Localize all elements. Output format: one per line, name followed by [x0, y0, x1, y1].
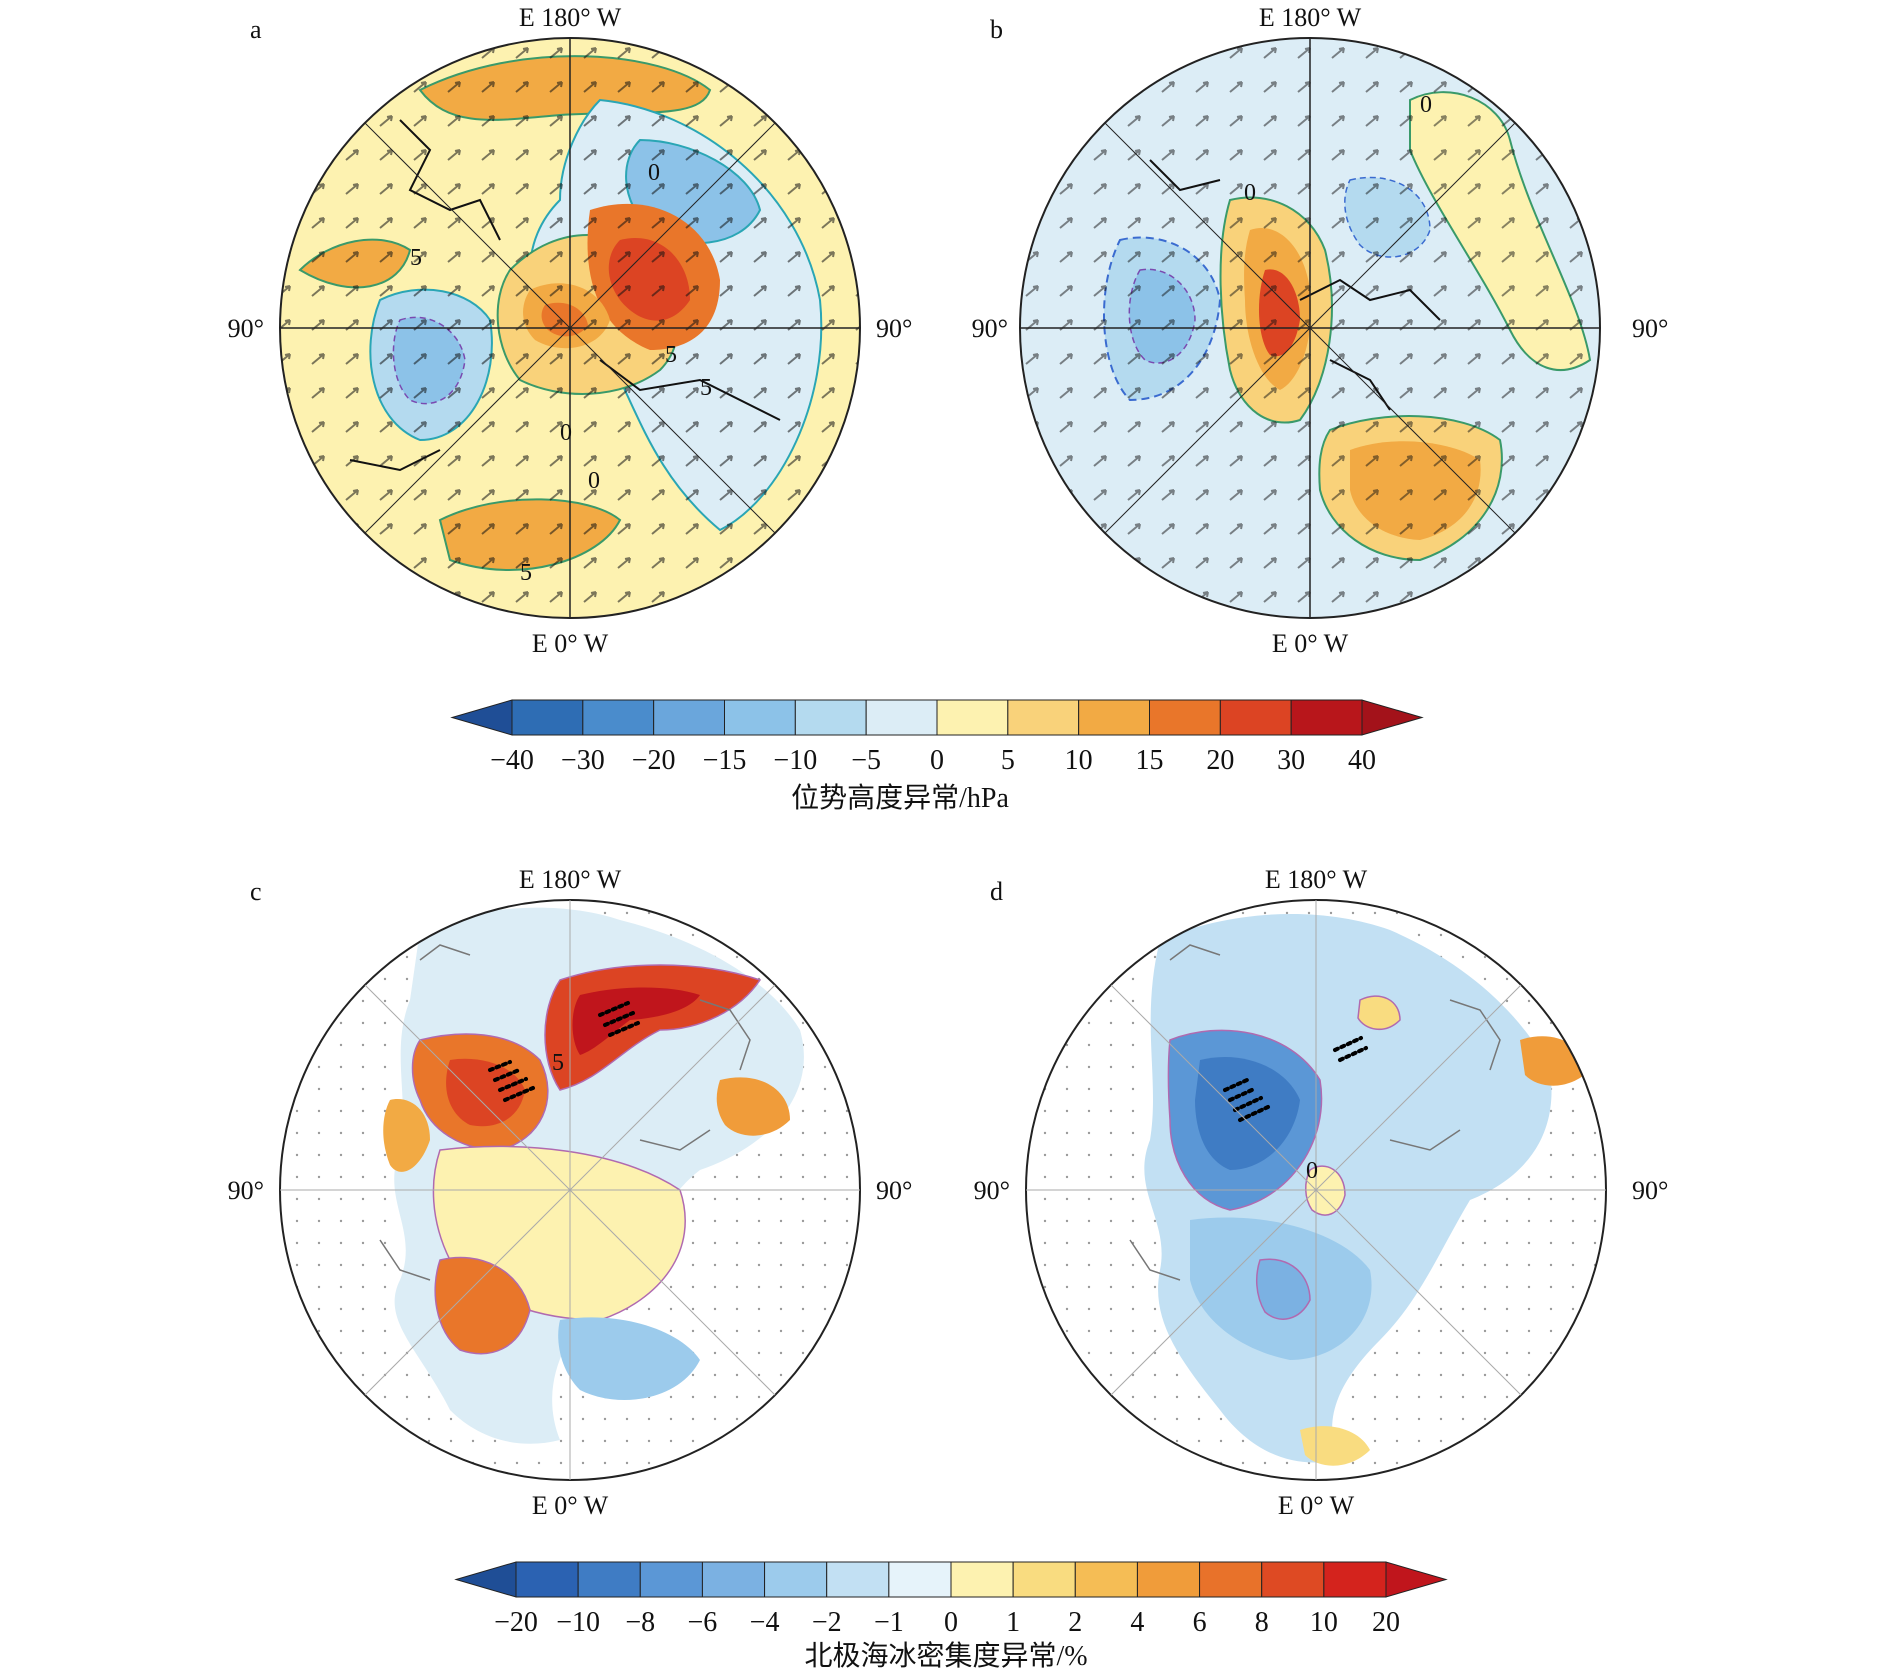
panel-b-lon-bottom: E 0° W [1272, 629, 1349, 658]
panel-a-contour-label: 0 [648, 160, 660, 186]
colorbar-tick-label: −40 [490, 745, 534, 776]
colorbar-tick-label: 10 [1065, 745, 1093, 776]
colorbar-segment [1136, 1561, 1201, 1598]
colorbar-segment [764, 1561, 828, 1598]
panel-c-contour-label: 5 [552, 1050, 564, 1076]
panel-a-contour-label: 5 [410, 245, 422, 271]
colorbar-segment [724, 699, 796, 736]
colorbar-tick-label: 6 [1193, 1607, 1207, 1638]
colorbar-tick-label: 2 [1068, 1607, 1082, 1638]
panel-c: c E 180° W E 0° W 90° 90° 5 [228, 865, 913, 1520]
colorbar-tick-label: 15 [1136, 745, 1164, 776]
colorbar-low-extension [450, 699, 513, 736]
colorbar-segment [577, 1561, 641, 1598]
colorbar-geopotential: −40 −30 −20 −15 −10 −5 0 5 10 15 20 30 40 [450, 699, 1424, 776]
colorbar-segment [639, 1561, 703, 1598]
colorbar-segment [1149, 699, 1221, 736]
colorbar-tick-label: 0 [944, 1607, 958, 1638]
panel-c-lon-right: 90° [876, 1176, 912, 1205]
colorbar-tick-label: −1 [874, 1607, 904, 1638]
panel-a-contour-label: 0 [588, 468, 600, 494]
panel-b-lon-top: E 180° W [1259, 3, 1362, 32]
colorbar-low-extension [454, 1561, 517, 1598]
colorbar-tick-label: 20 [1206, 745, 1234, 776]
panel-a-lon-top: E 180° W [519, 3, 622, 32]
colorbar-segment [865, 699, 938, 736]
colorbar-segment [936, 699, 1009, 736]
colorbar-tick-label: 5 [1001, 745, 1015, 776]
colorbar-segment [582, 699, 655, 736]
panel-a-contour-label: 5 [665, 342, 677, 368]
panel-d-lon-bottom: E 0° W [1278, 1491, 1355, 1520]
colorbar-sea-ice: −20 −10 −8 −6 −4 −2 −1 0 1 2 4 6 8 10 20 [454, 1561, 1448, 1638]
colorbar-segment [1012, 1561, 1076, 1598]
colorbar-segment [1074, 1561, 1138, 1598]
panel-d-lon-top: E 180° W [1265, 865, 1368, 894]
colorbar-segment [1219, 699, 1292, 736]
panel-d-contour-label: 0 [1306, 1158, 1318, 1184]
colorbar-tick-label: 20 [1372, 1607, 1400, 1638]
panel-a-contour-label: 0 [560, 420, 572, 446]
colorbar-tick-label: 30 [1277, 745, 1305, 776]
colorbar-tick-label: −6 [688, 1607, 718, 1638]
colorbar-segment [1261, 1561, 1325, 1598]
colorbar-segment [701, 1561, 766, 1598]
colorbar-tick-label: 1 [1006, 1607, 1020, 1638]
colorbar-tick-label: 8 [1255, 1607, 1269, 1638]
colorbar-tick-label: −30 [561, 745, 605, 776]
panel-b-contour-label: 0 [1244, 180, 1256, 206]
colorbar-sea-ice-title: 北极海冰密集度异常/% [804, 1640, 1087, 1672]
colorbar-tick-label: −5 [851, 745, 881, 776]
panel-a-lon-left: 90° [228, 314, 264, 343]
colorbar-segment [1199, 1561, 1263, 1598]
colorbar-tick-label: −20 [632, 745, 676, 776]
panel-a-contour-label: 5 [520, 560, 532, 586]
colorbar-high-extension [1385, 1561, 1448, 1598]
colorbar-tick-label: 0 [930, 745, 944, 776]
colorbar-tick-label: −10 [773, 745, 817, 776]
panel-a-contour-label: 5 [700, 375, 712, 401]
panel-d-label: d [990, 877, 1003, 906]
panel-b: b E 180° W E 0° W 90° 90° 0 0 [972, 3, 1669, 658]
panel-d-lon-left: 90° [974, 1176, 1010, 1205]
panel-b-contour-label: 0 [1420, 92, 1432, 118]
colorbar-tick-label: 40 [1348, 745, 1376, 776]
colorbar-tick-label: −8 [625, 1607, 655, 1638]
panel-d: d E 180° W E 0° W 90° 90° 0 [974, 865, 1669, 1520]
colorbar-tick-label: 10 [1310, 1607, 1338, 1638]
colorbar-segment [515, 1561, 579, 1598]
panel-b-lon-right: 90° [1632, 314, 1668, 343]
panel-b-label: b [990, 15, 1003, 44]
colorbar-segment [1323, 1561, 1387, 1598]
colorbar-segment [1007, 699, 1080, 736]
colorbar-segment [1290, 699, 1363, 736]
colorbar-tick-label: −4 [750, 1607, 780, 1638]
panel-c-lon-left: 90° [228, 1176, 264, 1205]
panel-d-lon-right: 90° [1632, 1176, 1668, 1205]
panel-a: a E 180° W E 0° W 90° 90° 5 0 5 0 5 5 0 [228, 3, 913, 658]
colorbar-tick-label: 4 [1130, 1607, 1144, 1638]
panel-a-lon-bottom: E 0° W [532, 629, 609, 658]
colorbar-segment [1078, 699, 1150, 736]
colorbar-segment [888, 1561, 952, 1598]
colorbar-segment [653, 699, 726, 736]
panel-b-lon-left: 90° [972, 314, 1008, 343]
colorbar-tick-label: −2 [812, 1607, 842, 1638]
colorbar-segment [511, 699, 584, 736]
colorbar-segment [826, 1561, 890, 1598]
colorbar-segment [950, 1561, 1014, 1598]
colorbar-tick-label: −15 [703, 745, 747, 776]
colorbar-segment [794, 699, 867, 736]
colorbar-geopotential-title: 位势高度异常/hPa [791, 782, 1009, 814]
panel-c-lon-top: E 180° W [519, 865, 622, 894]
colorbar-tick-label: −20 [494, 1607, 538, 1638]
colorbar-high-extension [1361, 699, 1424, 736]
colorbar-tick-label: −10 [556, 1607, 600, 1638]
panel-c-lon-bottom: E 0° W [532, 1491, 609, 1520]
panel-a-lon-right: 90° [876, 314, 912, 343]
panel-c-label: c [250, 877, 262, 906]
panel-a-label: a [250, 15, 262, 44]
